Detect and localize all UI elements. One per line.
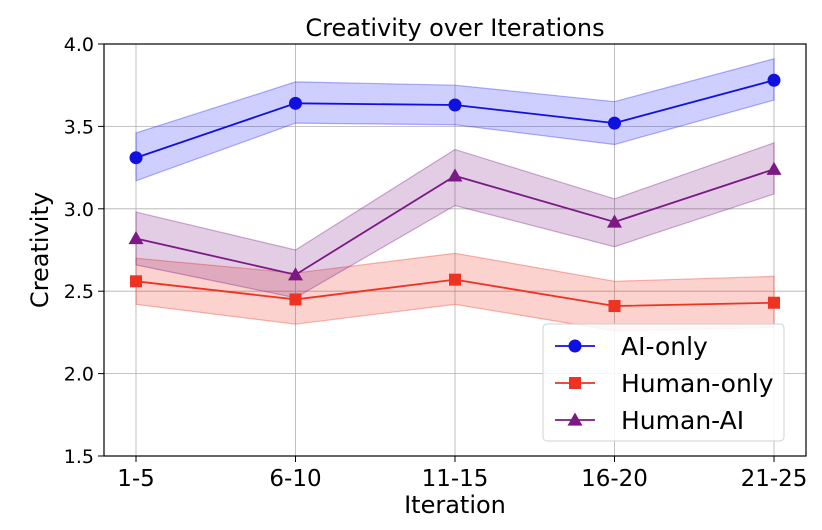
x-axis-title: Iteration <box>404 491 506 519</box>
human-only-point <box>768 296 780 309</box>
legend-human-ai-marker <box>567 412 583 426</box>
y-axis-ticks: 1.5 2.0 2.5 3.0 3.5 4.0 <box>64 34 104 468</box>
human-ai-point <box>766 161 782 175</box>
y-axis-title: Creativity <box>26 192 54 308</box>
ai-only-point <box>608 116 621 130</box>
x-tick-label: 21-25 <box>741 466 808 492</box>
series-markers <box>128 73 782 313</box>
human-ai-band <box>135 142 775 299</box>
human-only-point <box>289 293 302 306</box>
human-only-point <box>130 275 142 288</box>
human-only-point <box>608 300 621 313</box>
ai-only-point <box>289 96 302 110</box>
legend-human-only-marker <box>569 377 581 389</box>
human-ai-point <box>288 267 303 281</box>
human-ai-point <box>607 214 622 228</box>
y-tick-label: 3.0 <box>64 199 94 221</box>
human-ai-point <box>447 168 463 182</box>
human-only-point <box>449 273 461 286</box>
y-tick-label: 3.5 <box>64 116 94 138</box>
ai-only-band <box>135 58 775 182</box>
ai-only-point <box>129 151 143 165</box>
y-tick-label: 1.5 <box>64 446 94 468</box>
legend: AI-only Human-only Human-AI <box>542 323 785 442</box>
legend-human-ai-label: Human-AI <box>621 406 744 435</box>
y-tick-label: 4.0 <box>64 34 94 56</box>
legend-ai-only-label: AI-only <box>621 332 708 361</box>
x-tick-label: 16-20 <box>581 466 648 492</box>
x-axis-ticks: 1-5 6-10 11-15 16-20 21-25 <box>117 456 807 492</box>
ai-only-point <box>767 73 781 87</box>
y-tick-label: 2.5 <box>64 281 94 303</box>
legend-ai-only-marker <box>568 339 582 353</box>
y-tick-label: 2.0 <box>64 364 94 386</box>
x-tick-label: 6-10 <box>269 466 321 492</box>
legend-human-only-label: Human-only <box>621 369 774 398</box>
legend-box <box>542 323 785 442</box>
chart-title: Creativity over Iterations <box>305 14 604 42</box>
x-tick-label: 1-5 <box>117 466 155 492</box>
human-ai-point <box>128 230 144 245</box>
ai-only-point <box>448 98 462 112</box>
x-tick-label: 11-15 <box>422 466 489 492</box>
